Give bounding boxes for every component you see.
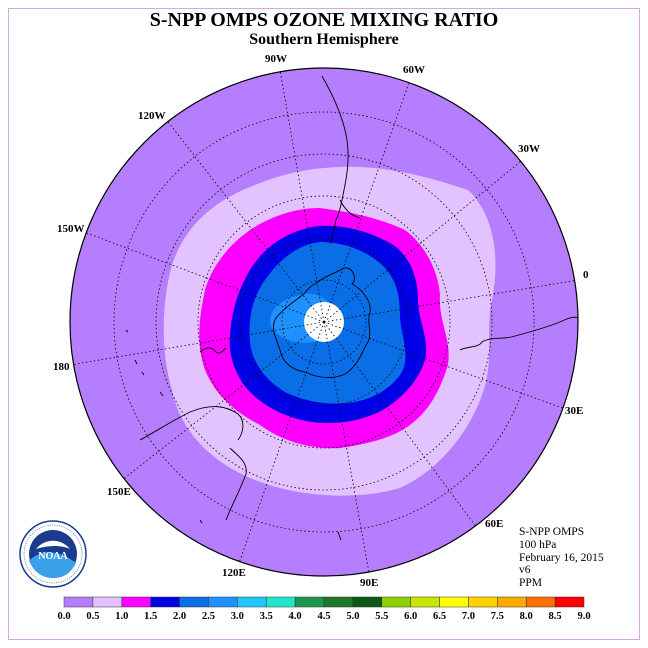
colorbar-swatch [92,596,123,608]
colorbar-tick-label: 1.5 [144,611,157,622]
colorbar-swatch [410,596,440,608]
colorbar-tick-label: 5.0 [346,611,359,622]
colorbar-tick-label: 6.5 [433,611,446,622]
colorbar-swatch [468,596,498,608]
lon-label: 120W [138,110,166,122]
colorbar-swatch [554,596,585,608]
info-version: v6 [519,564,531,577]
info-date: February 16, 2015 [519,551,604,564]
colorbar-tick-label: 0.5 [86,611,99,622]
islands-coast [125,329,342,541]
colorbar-tick-label: 9.0 [577,611,590,622]
map-boundary [69,67,579,577]
colorbar-swatch [237,596,267,608]
figure-frame [8,8,640,640]
colorbar-tick-label: 4.5 [317,611,330,622]
info-units: PPM [519,577,543,590]
lon-label: 180 [53,361,70,373]
colorbar-swatch [265,596,296,608]
colorbar: 0.0 0.5 1.0 1.5 2.0 2.5 3.0 3.5 4.0 4.5 5.0 5.5 6.0 6… [57,596,591,622]
noaa-logo: NOAA [19,520,87,588]
info-instrument: S-NPP OMPS [519,526,585,538]
colorbar-tick-label: 4.0 [289,611,302,622]
colorbar-swatch [323,596,354,608]
colorbar-swatch [381,596,411,608]
colorbar-tick-label: 6.0 [404,611,417,622]
south-america-coast [321,75,361,245]
lon-label: 90E [360,577,378,589]
lon-label: 60W [403,64,425,76]
lon-label: 60E [485,518,503,530]
longitude-labels: 90W 60W 30W 0 30E 60E 90E 120E 150E 180 … [53,53,589,589]
noaa-logo-text: NOAA [38,551,68,562]
lon-label: 120E [222,567,246,579]
lon-label: 30E [565,405,583,417]
figure-subtitle: Southern Hemisphere [249,31,399,48]
colorbar-swatch [121,596,151,608]
colorbar-swatch [525,596,556,608]
lon-label: 150W [57,223,85,235]
lon-label: 30W [518,143,540,155]
colorbar-swatch [63,596,94,608]
colorbar-swatch [294,596,325,608]
colorbar-tick-label: 3.5 [260,611,273,622]
colorbar-swatch [352,596,383,608]
colorbar-tick-label: 2.0 [173,611,186,622]
colorbar-swatch [150,596,180,608]
colorbar-tick-label: 2.5 [202,611,215,622]
australia-coast [139,406,247,521]
figure-title: S-NPP OMPS OZONE MIXING RATIO [149,9,499,31]
lon-label: 90W [265,53,287,65]
colorbar-swatch [497,596,527,608]
colorbar-tick-label: 7.5 [491,611,504,622]
colorbar-tick-label: 1.0 [115,611,128,622]
africa-coast [459,316,578,351]
coastlines [125,75,578,541]
new-zealand-coast [199,347,227,354]
colorbar-tick-label: 0.0 [57,611,70,622]
colorbar-tick-label: 5.5 [375,611,388,622]
colorbar-swatch [208,596,238,608]
colorbar-swatch [179,596,209,608]
info-block: S-NPP OMPS 100 hPa February 16, 2015 v6 … [519,526,604,590]
info-pressure: 100 hPa [519,538,557,551]
colorbar-tick-label: 7.0 [462,611,475,622]
graticule [70,69,578,576]
lon-label: 0 [583,269,589,281]
lon-label: 150E [107,486,131,498]
colorbar-tick-label: 8.0 [520,611,533,622]
colorbar-tick-label: 3.0 [231,611,244,622]
colorbar-swatch [439,596,469,608]
colorbar-tick-label: 8.5 [549,611,562,622]
antarctica-coast [273,267,371,379]
